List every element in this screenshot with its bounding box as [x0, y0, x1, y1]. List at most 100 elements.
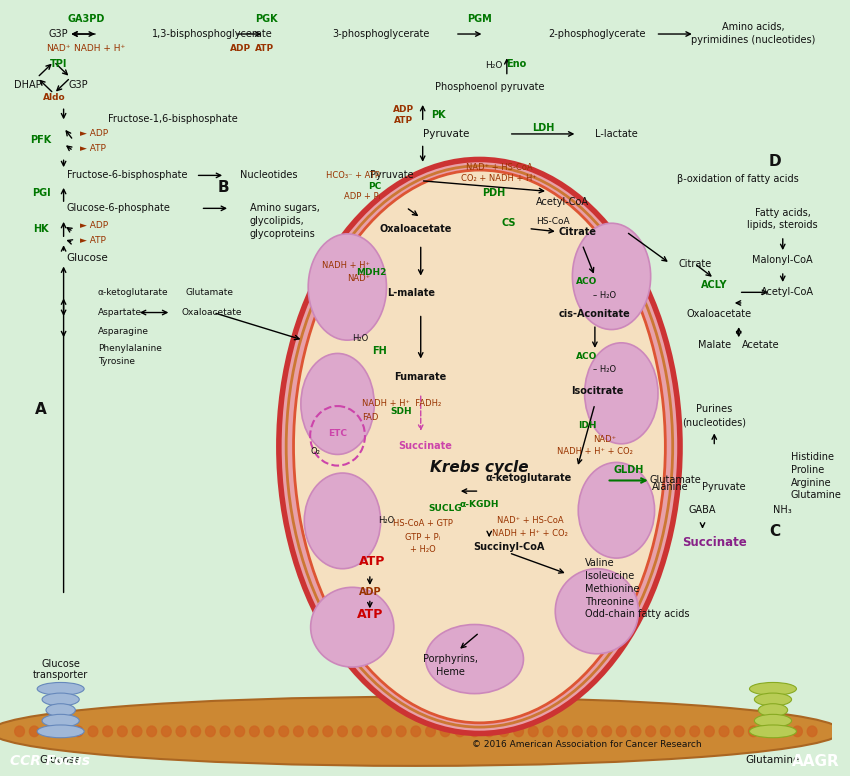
Circle shape — [176, 726, 186, 736]
Text: Acetyl-CoA: Acetyl-CoA — [536, 197, 589, 207]
Circle shape — [646, 726, 655, 736]
Ellipse shape — [42, 693, 79, 706]
Circle shape — [337, 726, 348, 736]
Text: Malonyl-CoA: Malonyl-CoA — [752, 255, 813, 265]
Circle shape — [426, 726, 435, 736]
Text: Succinyl-CoA: Succinyl-CoA — [473, 542, 545, 553]
Text: Aspartate: Aspartate — [98, 308, 142, 317]
Circle shape — [147, 726, 156, 736]
Circle shape — [132, 726, 142, 736]
Text: B: B — [218, 179, 229, 195]
Text: Histidine: Histidine — [790, 452, 834, 462]
Ellipse shape — [578, 462, 654, 558]
Text: (nucleotides): (nucleotides) — [683, 417, 746, 427]
Text: NADH + H⁺  FADH₂: NADH + H⁺ FADH₂ — [362, 400, 441, 408]
Text: lipids, steroids: lipids, steroids — [747, 220, 818, 230]
Text: PC: PC — [368, 182, 382, 191]
Circle shape — [14, 726, 25, 736]
Text: Glucose: Glucose — [66, 253, 108, 263]
Text: Glucose-6-phosphate: Glucose-6-phosphate — [66, 203, 170, 213]
Ellipse shape — [42, 715, 79, 727]
Circle shape — [734, 726, 744, 736]
Text: CO₂ + NADH + H⁺: CO₂ + NADH + H⁺ — [461, 174, 537, 183]
Circle shape — [309, 726, 318, 736]
Text: NAD⁺ + HS-CoA: NAD⁺ + HS-CoA — [497, 516, 564, 525]
Text: Tyrosine: Tyrosine — [98, 357, 135, 366]
Text: IDH: IDH — [578, 421, 597, 430]
Circle shape — [367, 726, 377, 736]
Text: Pyruvate: Pyruvate — [422, 129, 469, 139]
Circle shape — [190, 726, 201, 736]
Text: SDH: SDH — [390, 407, 412, 416]
Text: Fumarate: Fumarate — [394, 372, 447, 383]
Circle shape — [279, 726, 289, 736]
Text: Heme: Heme — [436, 667, 464, 677]
Text: Acetate: Acetate — [742, 341, 780, 351]
Circle shape — [220, 726, 230, 736]
Text: PGK: PGK — [255, 14, 277, 24]
Text: ADP: ADP — [230, 44, 252, 54]
Text: ATP: ATP — [255, 44, 274, 54]
Text: Fatty acids,: Fatty acids, — [755, 208, 811, 217]
Text: 3-phosphoglycerate: 3-phosphoglycerate — [332, 29, 430, 39]
Text: Methionine: Methionine — [585, 584, 639, 594]
Text: 2-phosphoglycerate: 2-phosphoglycerate — [548, 29, 645, 39]
Text: C: C — [769, 524, 780, 539]
Text: ADP: ADP — [393, 105, 414, 114]
Circle shape — [763, 726, 773, 736]
Text: Asparagine: Asparagine — [98, 327, 149, 336]
Circle shape — [352, 726, 362, 736]
Text: Valine: Valine — [585, 559, 615, 568]
Circle shape — [675, 726, 685, 736]
Circle shape — [499, 726, 509, 736]
Text: glycolipids,: glycolipids, — [250, 216, 304, 226]
Text: © 2016 American Association for Cancer Research: © 2016 American Association for Cancer R… — [473, 740, 702, 749]
Circle shape — [705, 726, 714, 736]
Ellipse shape — [304, 473, 381, 569]
Text: NADH + H⁺: NADH + H⁺ — [322, 262, 370, 270]
Ellipse shape — [293, 170, 666, 723]
Text: Acetyl-CoA: Acetyl-CoA — [761, 287, 814, 297]
Text: Citrate: Citrate — [558, 227, 597, 237]
Ellipse shape — [37, 725, 84, 738]
Text: ACO: ACO — [576, 352, 598, 361]
Text: Pyruvate: Pyruvate — [370, 171, 413, 180]
Text: cis-Aconitate: cis-Aconitate — [559, 309, 631, 319]
Text: HS-CoA: HS-CoA — [536, 217, 570, 226]
Text: G3P: G3P — [49, 29, 69, 39]
Text: ATP: ATP — [359, 555, 385, 568]
Text: Malate: Malate — [698, 341, 731, 351]
Circle shape — [455, 726, 465, 736]
Circle shape — [396, 726, 406, 736]
Text: PGM: PGM — [467, 14, 492, 24]
Text: Krebs cycle: Krebs cycle — [430, 460, 529, 475]
Circle shape — [470, 726, 479, 736]
Text: H₂O: H₂O — [352, 334, 368, 342]
Ellipse shape — [755, 715, 791, 727]
Text: Fructose-1,6-bisphosphate: Fructose-1,6-bisphosphate — [108, 114, 237, 124]
Circle shape — [587, 726, 597, 736]
Circle shape — [411, 726, 421, 736]
Circle shape — [631, 726, 641, 736]
Ellipse shape — [572, 223, 650, 330]
Text: – H₂O: – H₂O — [593, 365, 616, 375]
Text: Oxaloacetate: Oxaloacetate — [687, 309, 751, 319]
Text: α-ketoglutarate: α-ketoglutarate — [98, 288, 168, 297]
Text: MDH2: MDH2 — [356, 268, 387, 276]
Text: Phenylalanine: Phenylalanine — [98, 345, 162, 353]
Text: Odd-chain fatty acids: Odd-chain fatty acids — [585, 609, 689, 619]
Text: Glucose: Glucose — [40, 755, 82, 765]
Circle shape — [264, 726, 274, 736]
Text: + H₂O: + H₂O — [410, 545, 435, 554]
Text: H₂O: H₂O — [485, 61, 503, 71]
Text: G3P: G3P — [69, 80, 88, 90]
Text: PGI: PGI — [31, 189, 50, 199]
Circle shape — [73, 726, 83, 736]
Text: Porphyrins,: Porphyrins, — [422, 654, 478, 664]
Text: D: D — [768, 154, 781, 169]
Text: Threonine: Threonine — [585, 597, 634, 607]
Text: NAD⁺: NAD⁺ — [47, 44, 71, 54]
Ellipse shape — [279, 159, 680, 733]
Text: – H₂O: – H₂O — [593, 291, 616, 300]
Text: Eno: Eno — [507, 59, 527, 69]
